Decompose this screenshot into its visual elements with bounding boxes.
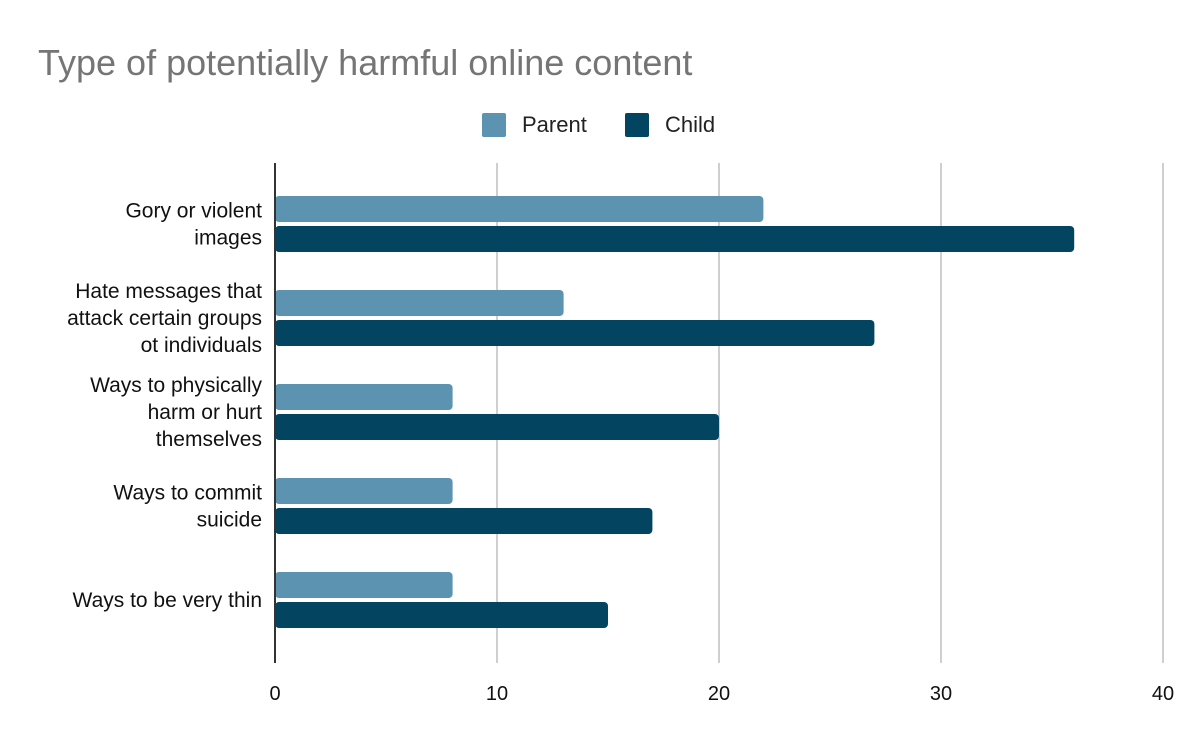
bar-child-1 — [275, 320, 875, 346]
bar-parent-3 — [275, 478, 453, 504]
bar-child-4 — [275, 602, 608, 628]
x-tick-label-30: 30 — [930, 683, 952, 705]
category-labels: Gory or violent images Hate messages that a… — [67, 200, 262, 613]
bar-parent-1 — [275, 290, 564, 316]
bar-parent-4 — [275, 572, 453, 598]
category-label-1: Hate messages that attack certain groups o… — [67, 280, 262, 357]
bar-child-0 — [275, 226, 1075, 252]
category-label-3: Ways to commit suicide — [113, 482, 262, 532]
x-tick-labels: 0 10 20 30 40 — [269, 683, 1174, 705]
category-label-line: Ways to physically — [90, 374, 262, 397]
x-tick-label-20: 20 — [708, 683, 730, 705]
bar-parent-0 — [275, 196, 764, 222]
bar-parent-2 — [275, 384, 453, 410]
legend-label-parent: Parent — [522, 112, 587, 137]
x-tick-label-10: 10 — [486, 683, 508, 705]
category-label-line: Ways to commit — [113, 482, 262, 505]
category-label-line: Hate messages that — [75, 280, 262, 303]
bar-child-3 — [275, 508, 653, 534]
category-label-0: Gory or violent images — [125, 200, 262, 250]
category-label-line: themselves — [156, 428, 262, 451]
x-tick-label-40: 40 — [1152, 683, 1174, 705]
legend-label-child: Child — [665, 112, 715, 137]
category-label-line: harm or hurt — [148, 401, 263, 424]
category-label-line: Gory or violent — [125, 200, 262, 223]
chart-title: Type of potentially harmful online conte… — [38, 42, 692, 83]
legend: Parent Child — [482, 112, 715, 137]
legend-swatch-parent — [482, 113, 506, 137]
category-label-line: suicide — [197, 509, 262, 532]
category-label-line: attack certain groups — [67, 307, 262, 330]
category-label-line: images — [194, 227, 262, 250]
category-label-2: Ways to physically harm or hurt themselves — [90, 374, 262, 451]
bar-child-2 — [275, 414, 719, 440]
category-label-4: Ways to be very thin — [73, 589, 262, 612]
category-label-line: ot individuals — [141, 334, 262, 357]
x-tick-label-0: 0 — [269, 683, 280, 705]
legend-swatch-child — [625, 113, 649, 137]
bars — [275, 196, 1075, 628]
category-label-line: Ways to be very thin — [73, 589, 262, 612]
